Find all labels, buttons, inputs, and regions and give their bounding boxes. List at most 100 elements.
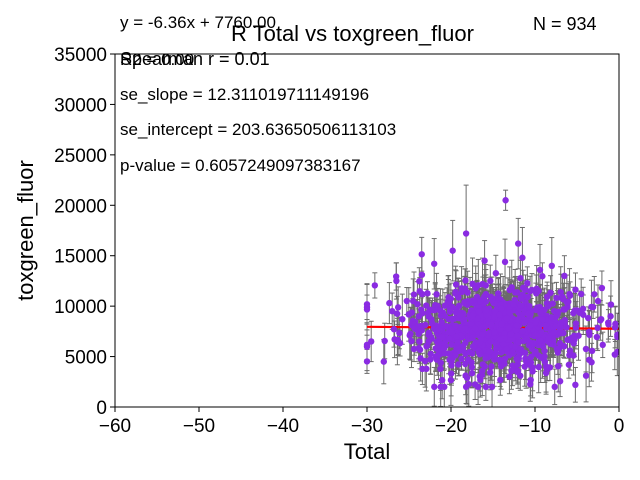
data-point [462,277,469,284]
data-point [427,356,434,363]
data-point [605,319,612,326]
data-point [469,312,476,320]
data-point [568,334,576,341]
data-point [408,337,415,345]
data-point [517,294,524,301]
y-tick-label: 20000 [54,196,107,217]
data-point [363,358,371,365]
data-point [582,372,590,379]
data-point [555,308,562,316]
data-point [561,272,568,280]
data-point [566,290,573,298]
data-point [447,328,455,336]
x-tick-label: −40 [267,416,299,437]
data-point [612,320,619,328]
data-point [441,302,449,309]
data-point [415,344,422,352]
data-point [526,338,534,346]
data-point [421,357,429,365]
data-point [572,286,579,293]
data-point [452,322,460,330]
data-point [594,324,601,332]
y-tick-label: 30000 [54,95,107,116]
data-point [455,361,462,368]
data-point [454,339,461,346]
data-point [611,351,618,358]
data-point [483,312,490,319]
data-point [524,279,531,287]
data-point [541,353,548,360]
data-point [486,348,494,355]
data-point [468,370,476,377]
data-point [416,278,423,285]
data-point [549,300,556,307]
se-intercept-annotation: se_intercept = 203.63650506113103 [120,120,397,139]
data-point [483,306,490,314]
data-point [438,318,445,326]
data-point [494,290,502,297]
data-point [535,363,542,371]
data-point [501,258,509,266]
data-point [554,349,562,356]
data-point [580,311,587,318]
data-point [411,324,418,332]
data-point [462,360,469,368]
data-point [446,305,454,312]
x-axis-label: Total [344,439,390,464]
data-point [510,301,517,308]
data-point [498,305,505,313]
data-point [509,348,516,356]
x-tick-label: −20 [435,416,467,437]
data-point [586,331,593,339]
data-point [437,359,444,367]
data-point [371,282,379,289]
data-point [481,257,488,264]
data-point [418,251,425,258]
plot-area [363,184,619,407]
data-point [506,373,513,380]
data-layer [363,184,619,407]
data-point [570,309,577,317]
data-point [497,336,504,343]
data-point [506,308,513,316]
data-point [501,360,508,367]
data-point [449,315,456,323]
data-point [524,293,531,301]
data-point [461,285,469,292]
data-point [435,342,442,349]
data-point [416,338,423,345]
data-point [532,332,539,339]
data-point [541,347,548,355]
data-point [482,383,490,391]
y-axis-label: toxgreen_fluor [13,160,38,301]
data-point [527,380,534,388]
x-tick-label: −60 [99,416,131,437]
data-point [423,302,430,309]
data-point [497,376,504,384]
data-point [514,356,521,364]
data-point [448,341,455,348]
data-point [468,364,476,371]
data-point [491,352,498,359]
data-point [565,361,573,368]
data-point [572,324,580,331]
data-point [515,240,522,247]
data-point [408,309,416,316]
data-point [520,337,528,345]
x-tick-label: −50 [183,416,215,437]
data-point [416,288,423,295]
data-point [526,302,533,310]
data-point [539,316,547,324]
data-point [487,277,494,285]
data-point [449,355,456,362]
r-squared-annotation: R2 = 0.00 [120,50,195,69]
data-point [521,319,528,327]
data-point [557,288,564,296]
data-point [564,303,571,311]
data-point [486,369,494,376]
data-point [410,291,418,298]
y-tick-label: 0 [96,398,107,419]
data-point [479,361,486,368]
data-point [457,312,464,319]
data-point [459,342,467,350]
